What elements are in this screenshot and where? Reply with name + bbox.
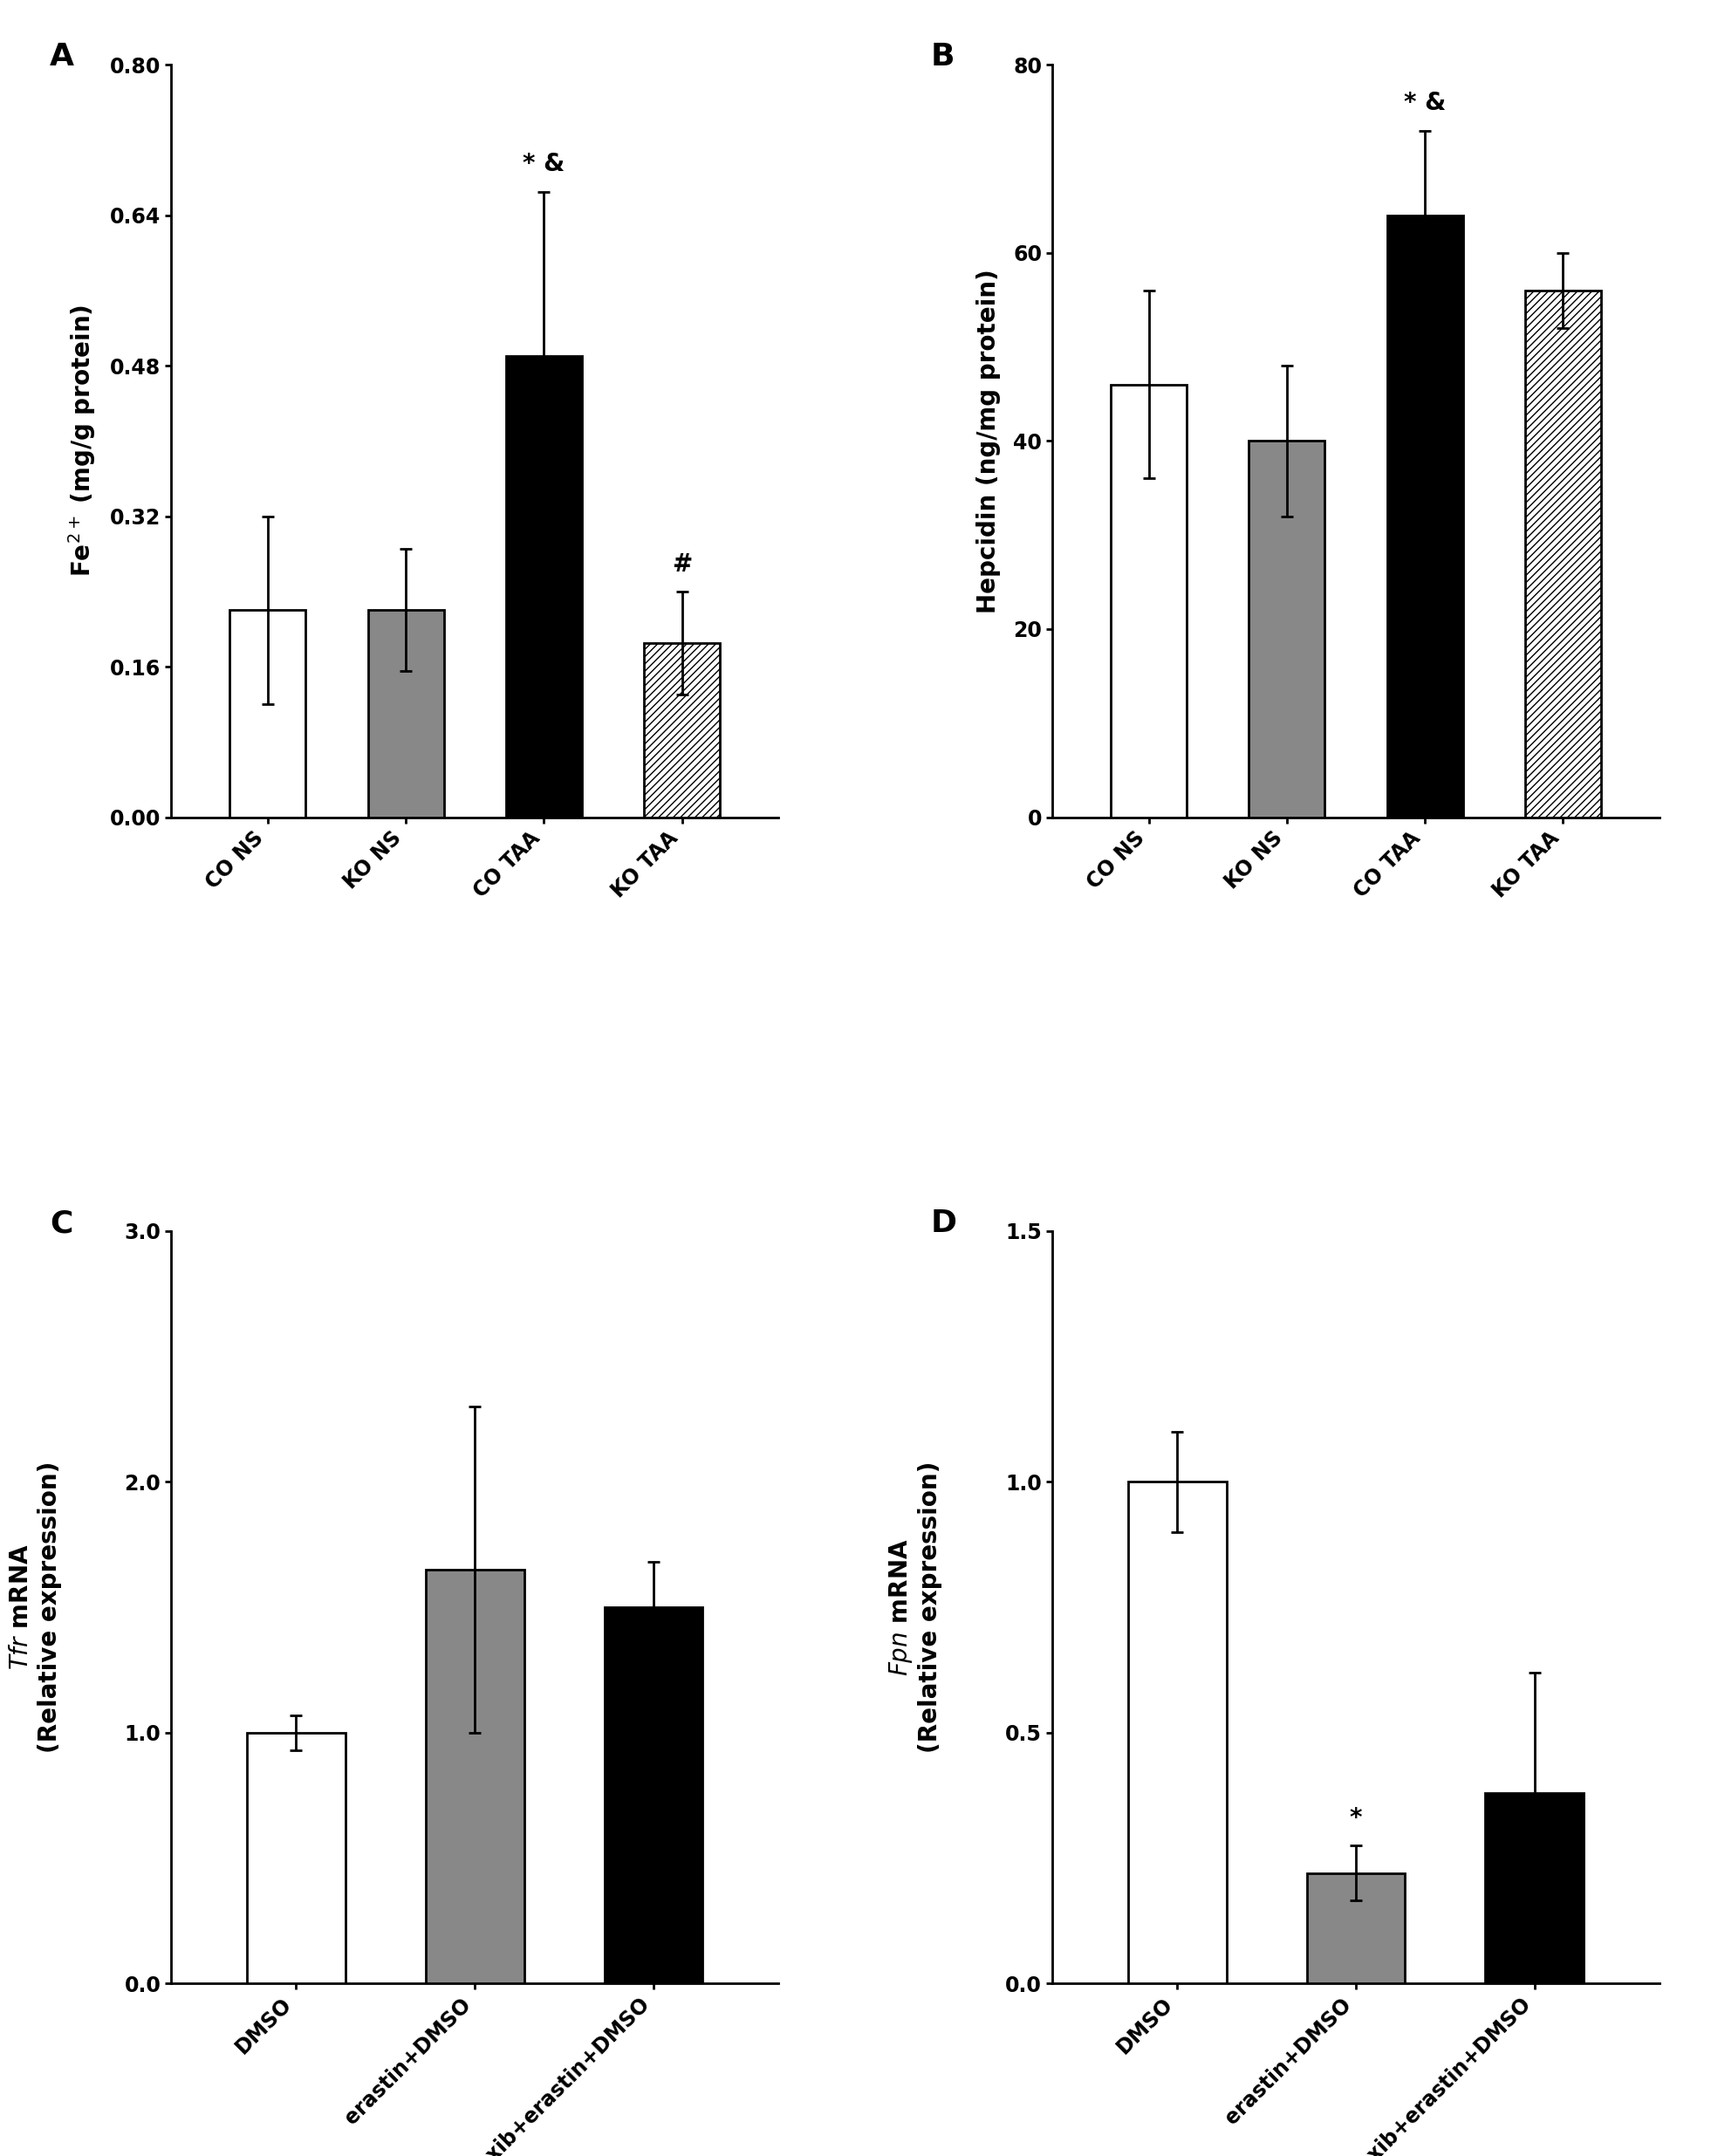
Bar bbox=[368, 610, 443, 817]
Bar bbox=[1110, 384, 1187, 817]
Bar bbox=[1388, 216, 1463, 817]
Bar bbox=[1128, 1481, 1227, 1984]
Bar bbox=[643, 642, 720, 817]
Text: D: D bbox=[931, 1210, 956, 1238]
Bar bbox=[604, 1606, 703, 1984]
Text: * &: * & bbox=[1403, 91, 1446, 116]
Y-axis label: Hepcidin (ng/mg protein): Hepcidin (ng/mg protein) bbox=[977, 270, 1001, 612]
Y-axis label: $\it{Fpn}$ mRNA
(Relative expression): $\it{Fpn}$ mRNA (Relative expression) bbox=[888, 1462, 943, 1753]
Bar bbox=[506, 356, 582, 817]
Text: #: # bbox=[672, 552, 693, 576]
Y-axis label: $\it{Tfr}$ mRNA
(Relative expression): $\it{Tfr}$ mRNA (Relative expression) bbox=[9, 1462, 62, 1753]
Text: B: B bbox=[931, 43, 955, 71]
Bar bbox=[426, 1570, 524, 1984]
Text: A: A bbox=[50, 43, 74, 71]
Bar bbox=[229, 610, 306, 817]
Bar bbox=[1307, 1874, 1405, 1984]
Text: C: C bbox=[50, 1210, 72, 1238]
Bar bbox=[1525, 291, 1601, 817]
Text: *: * bbox=[1350, 1807, 1362, 1830]
Text: * &: * & bbox=[524, 153, 565, 177]
Bar bbox=[246, 1733, 346, 1984]
Y-axis label: Fe$^{2+}$ (mg/g protein): Fe$^{2+}$ (mg/g protein) bbox=[67, 304, 98, 578]
Bar bbox=[1485, 1794, 1584, 1984]
Bar bbox=[1249, 442, 1324, 817]
